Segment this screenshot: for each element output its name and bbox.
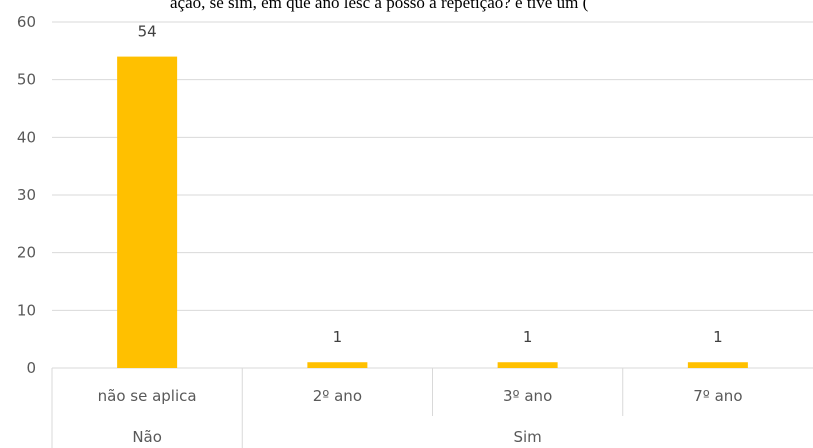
bars [117, 56, 748, 368]
y-tick-label-10: 10 [17, 301, 36, 319]
bar-4 [687, 362, 748, 368]
x-axis-group-labels: Não Sim [132, 428, 541, 446]
category-label-4: 7º ano [693, 387, 742, 405]
cropped-caption-text: ação, se sim, em que ano lesc a posso a … [170, 0, 589, 12]
group-label-2: Sim [513, 428, 541, 446]
y-tick-label-0: 0 [26, 359, 36, 377]
y-tick-label-40: 40 [17, 128, 36, 146]
y-tick-label-30: 30 [17, 186, 36, 204]
data-label-4: 1 [713, 328, 723, 346]
category-label-2: 2º ano [313, 387, 362, 405]
data-labels: 54 1 1 1 [138, 23, 723, 347]
x-axis-category-labels: não se aplica 2º ano 3º ano 7º ano [98, 387, 743, 405]
category-label-3: 3º ano [503, 387, 552, 405]
axes [51, 367, 813, 448]
bar-3 [497, 362, 558, 368]
category-label-1: não se aplica [98, 387, 197, 405]
y-tick-label-50: 50 [17, 71, 36, 89]
y-tick-label-20: 20 [17, 244, 36, 262]
bar-2 [307, 362, 368, 368]
data-label-3: 1 [523, 328, 533, 346]
y-tick-label-60: 60 [17, 13, 36, 31]
data-label-2: 1 [333, 328, 343, 346]
group-label-1: Não [132, 428, 162, 446]
bar-1 [117, 56, 178, 368]
data-label-1: 54 [138, 23, 157, 41]
y-axis-tick-labels: 0 10 20 30 40 50 60 [17, 13, 36, 377]
gridlines [52, 21, 813, 311]
